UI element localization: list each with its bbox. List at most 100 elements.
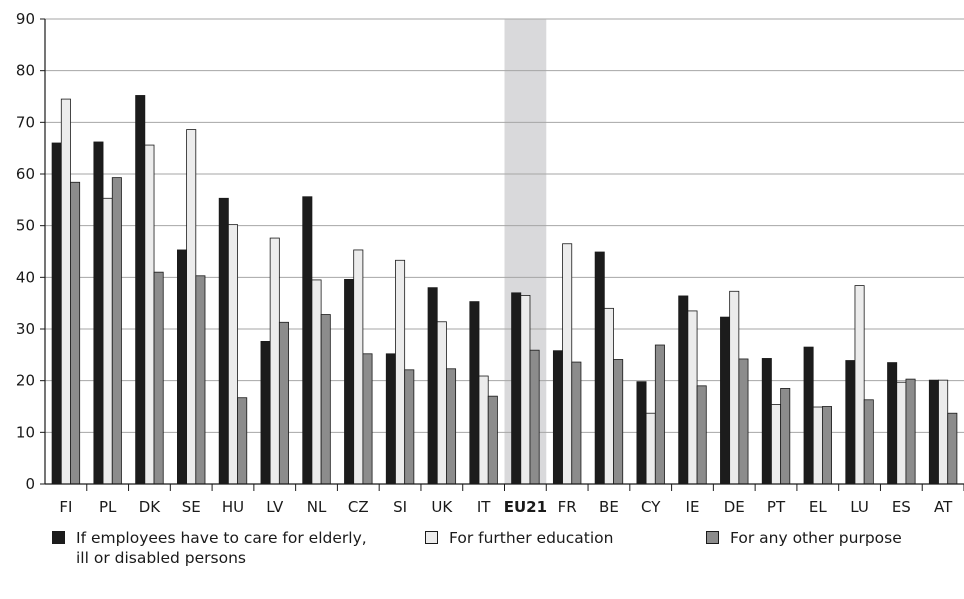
- bar-uk-s2: [436, 321, 447, 485]
- y-tick-label: 0: [25, 475, 35, 493]
- legend-item-education: For further education: [425, 528, 613, 548]
- x-tick-label: PL: [99, 498, 117, 516]
- bar-it-s2: [478, 375, 489, 485]
- bar-pl-s1: [93, 141, 104, 485]
- bar-es-s2: [896, 381, 907, 485]
- bar-lu-s2: [854, 285, 865, 485]
- bar-be-s2: [603, 307, 614, 485]
- x-tick-label: UK: [431, 498, 453, 516]
- bar-se-s1: [177, 249, 188, 485]
- bar-pt-s1: [761, 358, 772, 485]
- bar-cz-s3: [362, 353, 373, 485]
- bar-eu21-s3: [529, 349, 540, 485]
- y-tick-label: 70: [16, 113, 35, 131]
- bar-cz-s1: [344, 278, 355, 485]
- y-tick-labels: 0 10 20 30 40 50 60 70 80 90: [16, 10, 35, 493]
- legend-item-care: If employees have to care for elderly, i…: [52, 528, 367, 568]
- bar-de-s2: [729, 290, 740, 485]
- bar-uk-s3: [446, 368, 457, 485]
- bar-ie-s3: [696, 385, 707, 485]
- x-tick-label: CY: [641, 498, 661, 516]
- legend-label-education: For further education: [449, 529, 614, 547]
- x-tick-label: DK: [139, 498, 162, 516]
- bar-fr-s1: [552, 350, 563, 485]
- y-tick-label: 80: [16, 62, 35, 80]
- bar-se-s3: [195, 275, 206, 485]
- bar-at-s3: [947, 412, 958, 485]
- bar-el-s1: [803, 346, 814, 485]
- x-tick-label: BE: [599, 498, 619, 516]
- bar-lv-s1: [260, 340, 271, 485]
- bar-fr-s3: [571, 361, 582, 485]
- bar-cz-s2: [353, 249, 364, 485]
- bar-hu-s1: [218, 197, 229, 485]
- x-tick-label: DE: [724, 498, 745, 516]
- bar-es-s1: [887, 362, 898, 485]
- legend-swatch-education: [425, 531, 438, 544]
- bar-hu-s3: [237, 397, 248, 485]
- bar-fr-s2: [562, 243, 573, 485]
- x-tick-label: FI: [59, 498, 72, 516]
- bar-si-s1: [385, 353, 396, 485]
- bar-chart: 0 10 20 30 40 50 60 70 80 90 FI PL DK SE HU LV NL CZ SI UK…: [16, 10, 964, 516]
- x-tick-label: FR: [558, 498, 577, 516]
- x-tick-label: EL: [809, 498, 827, 516]
- x-tick-label: IE: [686, 498, 700, 516]
- bar-dk-s3: [153, 271, 164, 485]
- bar-hu-s2: [227, 224, 238, 485]
- bar-es-s3: [905, 378, 916, 485]
- bar-dk-s1: [135, 95, 146, 485]
- bar-pl-s2: [102, 197, 113, 485]
- x-tick-label: LV: [266, 498, 284, 516]
- bar-uk-s1: [427, 287, 438, 485]
- bar-fi-s2: [60, 98, 71, 485]
- bar-it-s3: [487, 395, 498, 485]
- bar-pt-s2: [771, 404, 782, 485]
- bar-si-s2: [395, 259, 406, 485]
- bar-de-s3: [738, 358, 749, 485]
- bar-nl-s2: [311, 279, 322, 485]
- y-tick-label: 90: [16, 10, 35, 28]
- bar-de-s1: [720, 316, 731, 485]
- x-tick-label: ES: [892, 498, 911, 516]
- bar-nl-s1: [302, 196, 313, 485]
- x-tick-label: CZ: [348, 498, 369, 516]
- x-tick-label: LU: [850, 498, 869, 516]
- bar-lv-s2: [269, 237, 280, 485]
- bars: [51, 95, 958, 485]
- axes: [40, 18, 964, 491]
- bar-pl-s3: [111, 177, 122, 485]
- bar-be-s3: [613, 359, 624, 485]
- bar-at-s2: [938, 379, 949, 485]
- bar-pt-s3: [780, 388, 791, 485]
- legend: If employees have to care for elderly, i…: [0, 528, 964, 598]
- bar-lu-s3: [863, 399, 874, 485]
- bar-nl-s3: [320, 314, 331, 485]
- x-tick-label: NL: [307, 498, 327, 516]
- bar-el-s2: [812, 406, 823, 485]
- x-tick-label: PT: [767, 498, 786, 516]
- y-tick-label: 60: [16, 165, 35, 183]
- bar-cy-s3: [654, 344, 665, 485]
- x-tick-label: IT: [477, 498, 491, 516]
- y-tick-label: 40: [16, 268, 35, 286]
- legend-label-other: For any other purpose: [730, 529, 902, 547]
- legend-swatch-care: [52, 531, 65, 544]
- x-tick-label: HU: [222, 498, 244, 516]
- x-tick-label: SE: [182, 498, 201, 516]
- bar-cy-s1: [636, 381, 647, 485]
- bar-ie-s2: [687, 310, 698, 485]
- bar-it-s1: [469, 301, 480, 485]
- x-tick-label: EU21: [504, 498, 547, 516]
- bar-fi-s3: [70, 181, 81, 485]
- y-tick-label: 10: [16, 423, 35, 441]
- y-tick-label: 30: [16, 320, 35, 338]
- legend-label-care: If employees have to care for elderly, i…: [76, 529, 367, 567]
- y-tick-label: 20: [16, 372, 35, 390]
- x-tick-label: SI: [393, 498, 407, 516]
- bar-be-s1: [594, 251, 605, 485]
- bar-lu-s1: [845, 360, 856, 485]
- bar-lv-s3: [278, 321, 289, 485]
- bar-si-s3: [404, 369, 415, 485]
- bar-at-s1: [928, 379, 939, 485]
